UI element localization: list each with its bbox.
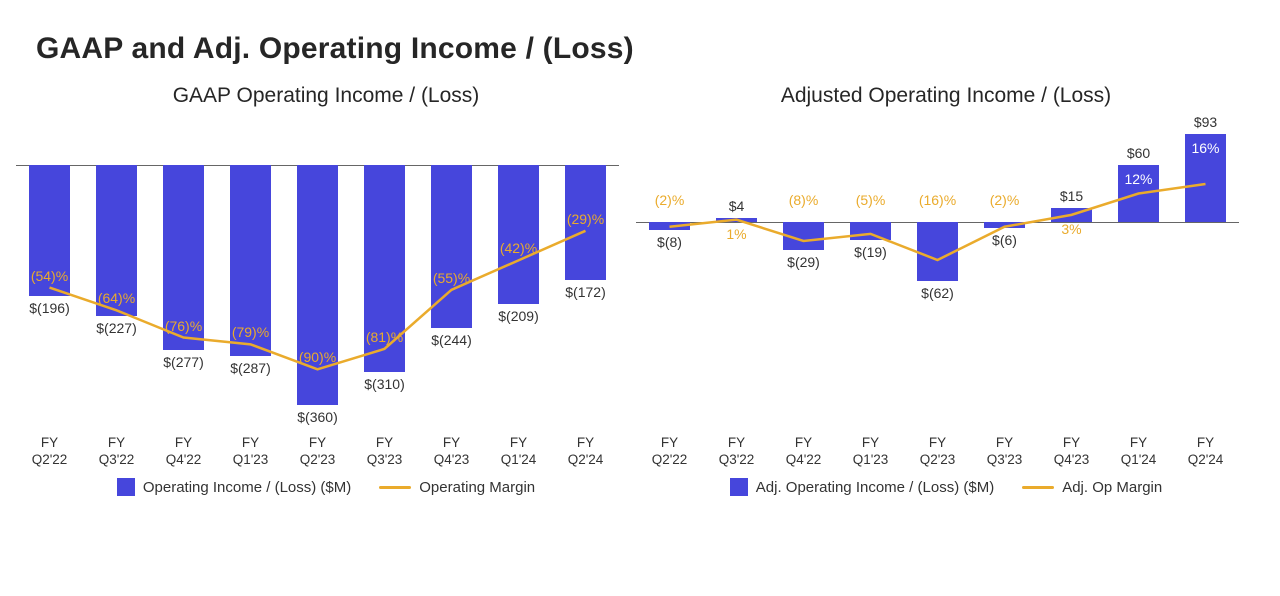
x-tick: FYQ3'23 <box>351 434 418 468</box>
margin-label: (90)% <box>299 349 336 365</box>
legend-bar: Adj. Operating Income / (Loss) ($M) <box>730 478 994 496</box>
margin-label: 16% <box>1191 140 1219 156</box>
x-tick: FYQ1'23 <box>217 434 284 468</box>
value-label: $4 <box>729 198 745 214</box>
bar <box>431 165 473 328</box>
x-tick: FYQ4'22 <box>770 434 837 468</box>
margin-label: (2)% <box>990 192 1020 208</box>
bar <box>984 222 1026 228</box>
x-axis: FYQ2'22FYQ3'22FYQ4'22FYQ1'23FYQ2'23FYQ3'… <box>636 434 1239 468</box>
x-tick: FYQ4'23 <box>1038 434 1105 468</box>
adjusted-chart: Adjusted Operating Income / (Loss) $(8) (… <box>636 66 1256 496</box>
legend-line: Adj. Op Margin <box>1022 479 1162 496</box>
value-label: $(29) <box>787 254 820 270</box>
legend-line-label: Adj. Op Margin <box>1062 479 1162 496</box>
value-label: $(360) <box>297 409 337 425</box>
page-title: GAAP and Adj. Operating Income / (Loss) <box>0 0 1280 66</box>
bar <box>716 218 758 222</box>
legend-bar-label: Adj. Operating Income / (Loss) ($M) <box>756 479 994 496</box>
margin-label: 3% <box>1061 221 1081 237</box>
charts-row: GAAP Operating Income / (Loss) $(196) (54… <box>0 66 1280 496</box>
margin-label: (81)% <box>366 329 403 345</box>
adjusted-plot: $(8) (2)% $4 1% $(29) (8)% $(19) (5)% $(62) (16)%… <box>636 112 1239 432</box>
x-tick: FYQ3'22 <box>83 434 150 468</box>
margin-label: 1% <box>726 226 746 242</box>
margin-label: (8)% <box>789 192 819 208</box>
value-label: $(19) <box>854 244 887 260</box>
margin-label: 12% <box>1124 171 1152 187</box>
legend-line-swatch <box>379 486 411 489</box>
value-label: $(172) <box>565 284 605 300</box>
x-tick: FYQ3'22 <box>703 434 770 468</box>
bar <box>783 222 825 250</box>
value-label: $(310) <box>364 376 404 392</box>
x-tick: FYQ2'22 <box>16 434 83 468</box>
margin-label: (5)% <box>856 192 886 208</box>
x-tick: FYQ4'22 <box>150 434 217 468</box>
value-label: $(227) <box>96 320 136 336</box>
margin-label: (42)% <box>500 240 537 256</box>
value-label: $(6) <box>992 232 1017 248</box>
legend-bar: Operating Income / (Loss) ($M) <box>117 478 351 496</box>
adjusted-chart-title: Adjusted Operating Income / (Loss) <box>636 84 1256 108</box>
gaap-plot: $(196) (54)% $(227) (64)% $(277) (76)% $(287) (… <box>16 112 619 432</box>
margin-label: (76)% <box>165 318 202 334</box>
x-tick: FYQ2'24 <box>552 434 619 468</box>
adjusted-legend: Adj. Operating Income / (Loss) ($M) Adj.… <box>636 478 1256 496</box>
x-tick: FYQ1'23 <box>837 434 904 468</box>
margin-label: (16)% <box>919 192 956 208</box>
x-tick: FYQ1'24 <box>1105 434 1172 468</box>
value-label: $(209) <box>498 308 538 324</box>
gaap-chart: GAAP Operating Income / (Loss) $(196) (54… <box>16 66 636 496</box>
bar <box>917 222 959 281</box>
legend-bar-swatch <box>117 478 135 496</box>
bar <box>649 222 691 230</box>
legend-bar-label: Operating Income / (Loss) ($M) <box>143 479 351 496</box>
legend-line-label: Operating Margin <box>419 479 535 496</box>
bar <box>297 165 339 405</box>
x-tick: FYQ1'24 <box>485 434 552 468</box>
x-tick: FYQ2'22 <box>636 434 703 468</box>
x-axis: FYQ2'22FYQ3'22FYQ4'22FYQ1'23FYQ2'23FYQ3'… <box>16 434 619 468</box>
margin-label: (2)% <box>655 192 685 208</box>
bar <box>850 222 892 240</box>
value-label: $(277) <box>163 354 203 370</box>
value-label: $(287) <box>230 360 270 376</box>
bar <box>498 165 540 304</box>
x-tick: FYQ2'23 <box>284 434 351 468</box>
x-tick: FYQ2'23 <box>904 434 971 468</box>
margin-label: (55)% <box>433 270 470 286</box>
x-tick: FYQ3'23 <box>971 434 1038 468</box>
legend-line-swatch <box>1022 486 1054 489</box>
x-tick: FYQ4'23 <box>418 434 485 468</box>
gaap-legend: Operating Income / (Loss) ($M) Operating… <box>16 478 636 496</box>
value-label: $60 <box>1127 145 1150 161</box>
legend-line: Operating Margin <box>379 479 535 496</box>
value-label: $(244) <box>431 332 471 348</box>
value-label: $(8) <box>657 234 682 250</box>
x-tick: FYQ2'24 <box>1172 434 1239 468</box>
value-label: $(196) <box>29 300 69 316</box>
value-label: $93 <box>1194 114 1217 130</box>
bar <box>1051 208 1093 222</box>
gaap-chart-title: GAAP Operating Income / (Loss) <box>16 84 636 108</box>
margin-label: (54)% <box>31 268 68 284</box>
margin-label: (64)% <box>98 290 135 306</box>
legend-bar-swatch <box>730 478 748 496</box>
value-label: $(62) <box>921 285 954 301</box>
margin-label: (79)% <box>232 324 269 340</box>
value-label: $15 <box>1060 188 1083 204</box>
margin-label: (29)% <box>567 211 604 227</box>
